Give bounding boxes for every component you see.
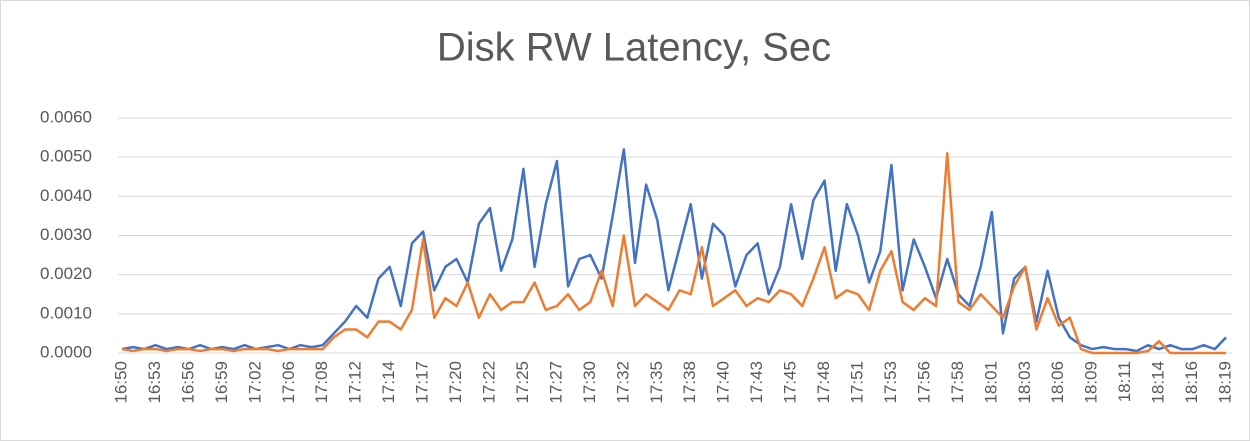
- x-tick-label: 17:25: [513, 361, 532, 404]
- y-tick-label: 0.0010: [40, 303, 92, 322]
- chart-title: Disk RW Latency, Sec: [437, 26, 831, 70]
- x-tick-label: 16:53: [145, 361, 164, 404]
- x-tick-label: 16:50: [111, 361, 130, 404]
- y-tick-label: 0.0030: [40, 225, 92, 244]
- y-tick-label: 0.0060: [40, 107, 92, 126]
- x-tick-label: 17:06: [279, 361, 298, 404]
- x-tick-label: 17:32: [613, 361, 632, 404]
- x-tick-label: 17:20: [446, 361, 465, 404]
- x-tick-label: 18:06: [1048, 361, 1067, 404]
- x-tick-label: 17:08: [312, 361, 331, 404]
- x-tick-label: 18:03: [1015, 361, 1034, 404]
- series-line: [121, 152, 1226, 355]
- x-tick-label: 18:01: [981, 361, 1000, 404]
- x-tick-label: 17:35: [647, 361, 666, 404]
- x-tick-label: 18:09: [1082, 361, 1101, 404]
- y-tick-label: 0.0040: [40, 186, 92, 205]
- x-tick-label: 17:43: [747, 361, 766, 404]
- series-line: [121, 148, 1227, 353]
- x-tick-label: 18:14: [1149, 361, 1168, 404]
- x-tick-label: 17:12: [346, 361, 365, 404]
- y-tick-label: 0.0000: [40, 342, 92, 361]
- x-tick-label: 17:53: [881, 361, 900, 404]
- x-tick-label: 17:17: [413, 361, 432, 404]
- x-tick-label: 17:40: [714, 361, 733, 404]
- x-tick-label: 17:48: [814, 361, 833, 404]
- x-tick-label: 17:30: [580, 361, 599, 404]
- x-tick-label: 17:56: [914, 361, 933, 404]
- x-tick-label: 17:45: [781, 361, 800, 404]
- x-tick-label: 17:51: [847, 361, 866, 404]
- x-tick-label: 16:59: [212, 361, 231, 404]
- x-tick-label: 18:19: [1215, 361, 1234, 404]
- y-tick-label: 0.0050: [40, 147, 92, 166]
- x-tick-label: 17:02: [245, 361, 264, 404]
- x-tick-label: 16:56: [178, 361, 197, 404]
- x-tick-label: 17:22: [479, 361, 498, 404]
- x-tick-label: 17:58: [948, 361, 967, 404]
- x-tick-label: 18:11: [1115, 361, 1134, 402]
- x-tick-label: 17:14: [379, 361, 398, 404]
- y-tick-label: 0.0020: [40, 264, 92, 283]
- x-tick-label: 17:38: [680, 361, 699, 404]
- x-tick-label: 18:16: [1182, 361, 1201, 404]
- x-tick-label: 17:27: [546, 361, 565, 404]
